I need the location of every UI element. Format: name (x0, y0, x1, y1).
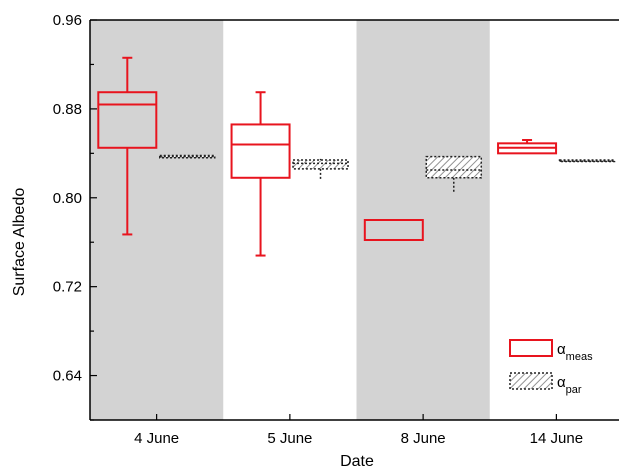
legend-swatch-par (509, 372, 553, 390)
legend-label-meas: αmeas (557, 341, 593, 363)
y-tick-label: 0.96 (53, 12, 82, 29)
x-tick-label-14-june: 14 June (530, 430, 583, 447)
box-par-5-june (292, 158, 349, 180)
x-tick-label-8-june: 8 June (401, 430, 446, 447)
shaded-band-4-june (90, 20, 224, 420)
box-meas-5-june-iqr (230, 123, 291, 179)
box-par-8-june-iqr (425, 155, 483, 179)
y-tick-label: 0.88 (53, 101, 82, 118)
box-meas-8-june (363, 219, 424, 241)
box-meas-4-june-iqr (97, 91, 158, 149)
box-meas-14-june (497, 139, 558, 155)
shaded-regions (90, 20, 490, 420)
box-series (97, 56, 616, 257)
y-tick-label: 0.80 (53, 190, 82, 207)
box-par-5-june-iqr (292, 159, 349, 170)
box-par-14-june (558, 159, 616, 163)
box-par-4-june (159, 154, 216, 159)
legend-item-meas: αmeas (509, 339, 593, 363)
legend-label-par: αpar (557, 374, 582, 396)
legend: αmeas αpar (509, 339, 593, 396)
y-tick-label: 0.64 (53, 368, 82, 385)
x-axis-label: Date (340, 453, 374, 470)
x-tick-label-4-june: 4 June (134, 430, 179, 447)
legend-swatch-meas (509, 339, 553, 357)
box-par-8-june (425, 155, 483, 193)
box-meas-4-june (97, 56, 158, 236)
legend-item-par: αpar (509, 372, 582, 396)
axes: 0.64 0.72 0.80 0.88 0.96 4 June 5 June 8 June 14… (53, 12, 619, 447)
y-tick-label: 0.72 (53, 279, 82, 296)
box-meas-5-june (230, 91, 291, 257)
y-axis-label: Surface Albedo (11, 188, 28, 297)
x-tick-label-5-june: 5 June (267, 430, 312, 447)
